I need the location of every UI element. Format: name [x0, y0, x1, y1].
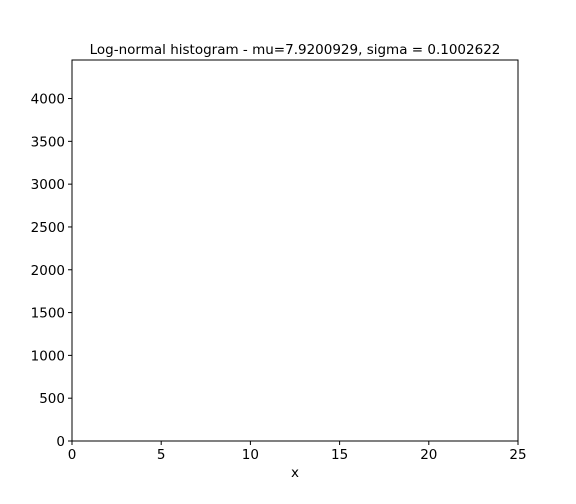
chart-title: Log-normal histogram - mu=7.9200929, sig…: [90, 42, 501, 58]
y-tick-label: 500: [39, 391, 65, 407]
y-tick-label: 1000: [31, 348, 65, 364]
y-tick-label: 0: [56, 434, 65, 450]
y-tick-label: 1500: [31, 306, 65, 322]
x-tick-label: 15: [331, 447, 348, 463]
y-tick-label: 3000: [31, 177, 65, 193]
y-tick-label: 3500: [31, 134, 65, 150]
x-tick-label: 5: [157, 447, 166, 463]
x-axis-ticks: 0 5 10 15 20 25: [68, 441, 527, 463]
x-tick-label: 20: [420, 447, 437, 463]
y-tick-label: 2000: [31, 263, 65, 279]
axes-frame: [71, 59, 519, 442]
y-tick-label: 2500: [31, 220, 65, 236]
y-axis-ticks: 0 500 1000 1500 2000 2500 3000 3500 4000: [31, 92, 72, 450]
y-tick-label: 4000: [31, 92, 65, 108]
x-tick-label: 25: [509, 447, 526, 463]
x-axis-label: x: [291, 465, 299, 481]
x-tick-label: 0: [68, 447, 77, 463]
x-tick-label: 10: [242, 447, 259, 463]
